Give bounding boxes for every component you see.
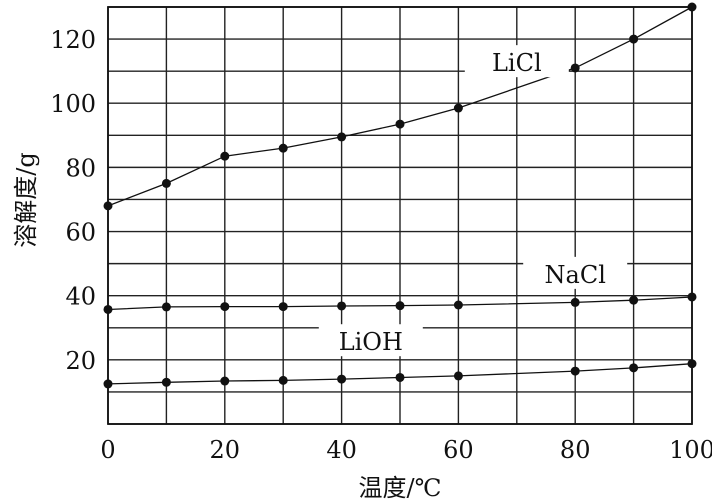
series-label-licl: LiCl bbox=[492, 49, 542, 77]
data-point bbox=[220, 376, 230, 386]
x-tick-label: 80 bbox=[560, 436, 591, 464]
data-point bbox=[395, 372, 405, 382]
data-point bbox=[687, 2, 697, 12]
data-point bbox=[337, 374, 347, 384]
series-label-nacl: NaCl bbox=[545, 261, 606, 289]
data-point bbox=[453, 371, 463, 381]
grid-lines bbox=[107, 6, 693, 425]
series-labels: LiCl NaCl LiOH bbox=[318, 45, 628, 357]
data-points bbox=[103, 2, 697, 389]
data-point bbox=[453, 103, 463, 113]
axes bbox=[107, 6, 693, 425]
data-point bbox=[337, 301, 347, 311]
data-point bbox=[570, 297, 580, 307]
plot-frame bbox=[107, 6, 693, 425]
data-point bbox=[395, 301, 405, 311]
series-line-nacl bbox=[107, 296, 693, 311]
data-point bbox=[103, 304, 113, 314]
data-point bbox=[629, 295, 639, 305]
series-lines bbox=[107, 6, 693, 385]
y-tick-label: 120 bbox=[50, 26, 96, 54]
data-point bbox=[687, 292, 697, 302]
y-tick-label: 60 bbox=[65, 219, 96, 247]
data-point bbox=[278, 375, 288, 385]
series-label-background bbox=[464, 45, 569, 78]
x-tick-labels: 0 20 40 60 80 100 bbox=[100, 436, 712, 464]
x-tick-label: 100 bbox=[669, 436, 712, 464]
series-label-background bbox=[523, 256, 628, 289]
data-point bbox=[161, 302, 171, 312]
series-label-lioh: LiOH bbox=[339, 328, 403, 356]
series-line-lioh bbox=[107, 363, 693, 385]
y-tick-label: 40 bbox=[65, 283, 96, 311]
data-point bbox=[570, 63, 580, 73]
x-tick-label: 60 bbox=[443, 436, 474, 464]
x-tick-label: 40 bbox=[326, 436, 357, 464]
data-point bbox=[629, 34, 639, 44]
data-point bbox=[278, 143, 288, 153]
y-tick-labels: 20 40 60 80 100 120 bbox=[50, 26, 96, 375]
y-axis-label: 溶解度/g bbox=[12, 152, 40, 247]
x-axis-label: 温度/℃ bbox=[359, 474, 442, 500]
y-tick-label: 100 bbox=[50, 90, 96, 118]
data-point bbox=[161, 178, 171, 188]
data-point bbox=[687, 359, 697, 369]
x-tick-label: 0 bbox=[100, 436, 115, 464]
data-point bbox=[103, 201, 113, 211]
data-point bbox=[570, 366, 580, 376]
data-point bbox=[453, 300, 463, 310]
data-point bbox=[278, 302, 288, 312]
data-point bbox=[161, 377, 171, 387]
data-point bbox=[629, 363, 639, 373]
data-point bbox=[395, 119, 405, 129]
series-label-background bbox=[318, 324, 423, 357]
y-tick-label: 80 bbox=[65, 154, 96, 182]
data-point bbox=[220, 151, 230, 161]
data-point bbox=[220, 302, 230, 312]
data-point bbox=[103, 379, 113, 389]
series-line-licl bbox=[107, 6, 693, 207]
data-point bbox=[337, 132, 347, 142]
x-tick-label: 20 bbox=[210, 436, 241, 464]
y-tick-label: 20 bbox=[65, 347, 96, 375]
